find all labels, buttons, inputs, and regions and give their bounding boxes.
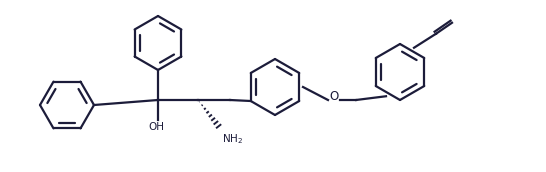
Text: OH: OH (148, 122, 164, 132)
Text: NH$_2$: NH$_2$ (222, 132, 243, 146)
Text: O: O (329, 89, 339, 103)
